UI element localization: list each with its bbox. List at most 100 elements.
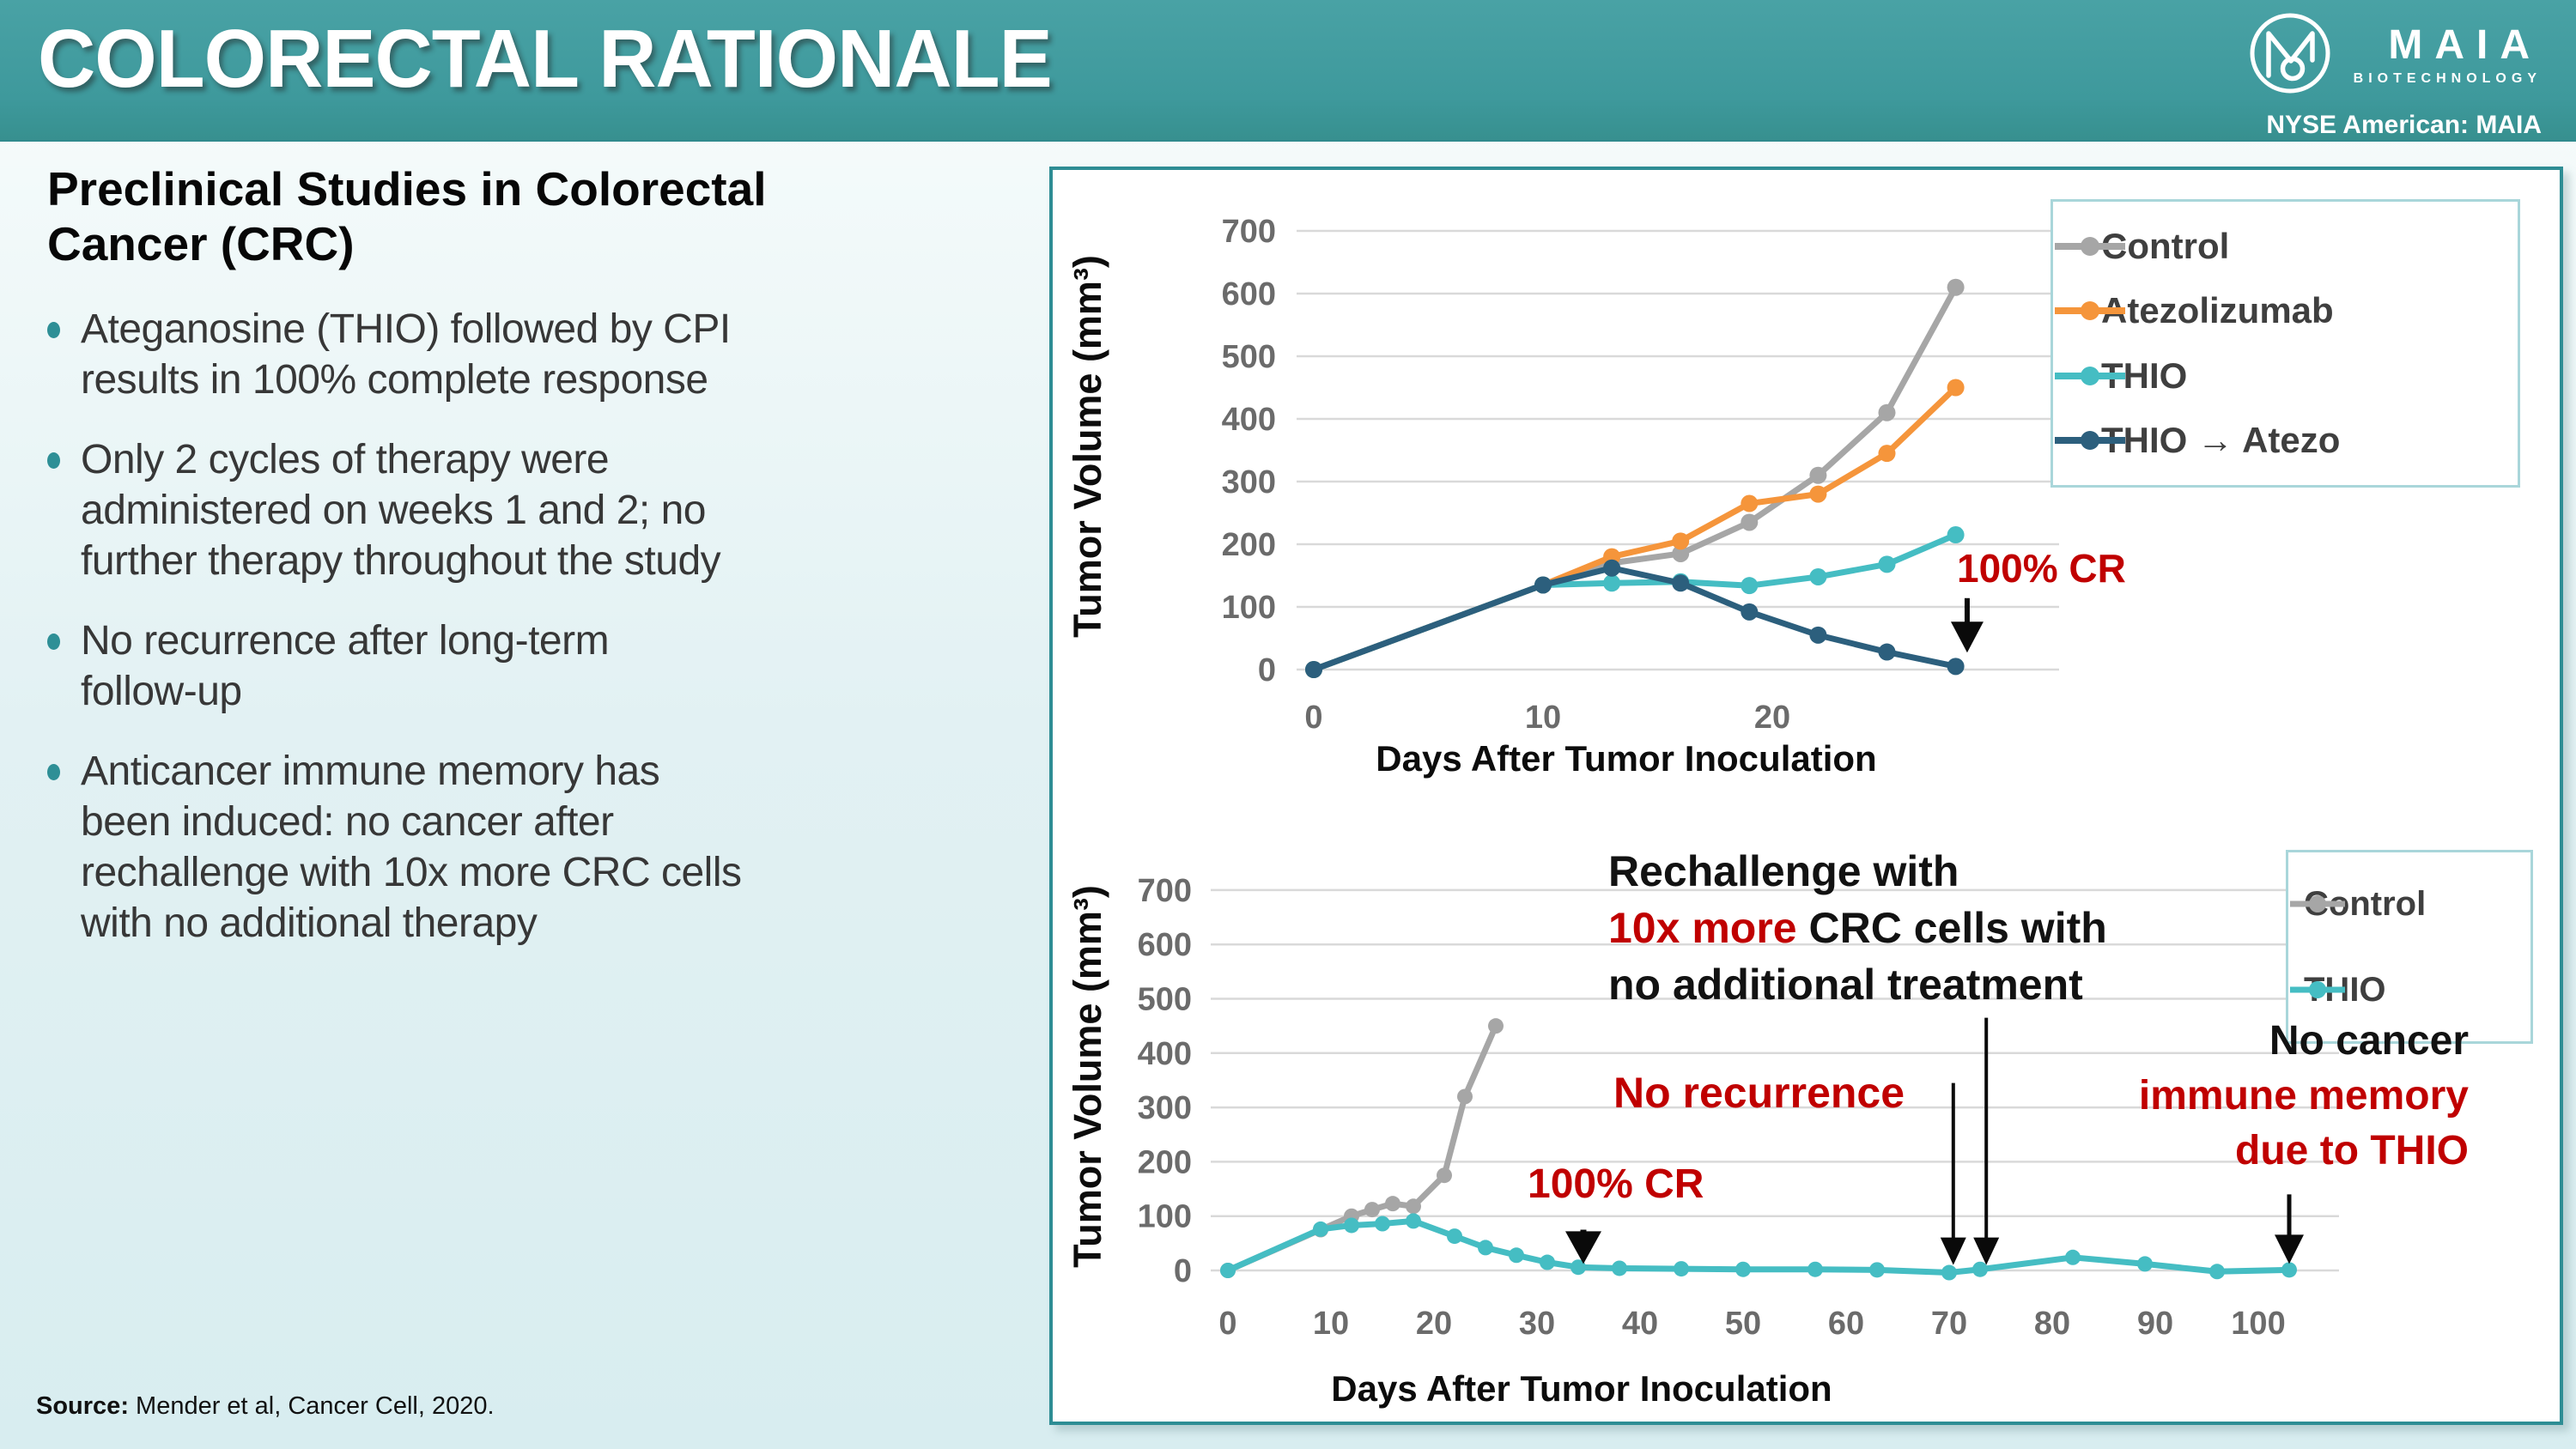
y-tick-label: 700 [1138,873,1192,909]
x-tick-label: 0 [1218,1306,1236,1342]
legend-label: THIO → Atezo [2101,420,2341,461]
data-point [1947,526,1965,544]
data-point [1603,559,1621,577]
data-point [1603,574,1621,592]
data-point [2209,1264,2225,1280]
x-tick-label: 70 [1931,1306,1967,1342]
annotation-segment: No cancer [2269,1018,2469,1064]
list-item: Only 2 cycles of therapy were administer… [47,434,1026,586]
y-axis-title: Tumor Volume (mm³) [1066,885,1109,1268]
annotation-text: No cancer immune memory due to THIO [2139,1014,2469,1179]
y-tick-label: 400 [1138,1036,1192,1072]
bullet-dot-icon [47,634,60,650]
y-tick-label: 600 [1222,276,1276,312]
y-axis-title: Tumor Volume (mm³) [1066,255,1109,638]
legend-item: Atezolizumab [2055,290,2518,331]
x-tick-label: 30 [1519,1306,1555,1342]
legend-label: Atezolizumab [2101,290,2334,331]
data-point [1406,1198,1421,1215]
chart-panel: 0 100 200 300 400 500 600 700 0 10 20 Days After Tu… [1049,167,2563,1425]
data-point [1437,1167,1452,1184]
x-tick-label: 10 [1313,1306,1349,1342]
x-tick-label: 20 [1416,1306,1452,1342]
x-tick-label: 10 [1525,700,1561,736]
x-tick-label: 20 [1754,700,1790,736]
y-tick-label: 700 [1222,214,1276,250]
bullet-dot-icon [47,452,60,469]
legend-marker-icon [2055,366,2125,385]
x-tick-label: 80 [2034,1306,2070,1342]
brand-name: MAIA [2388,21,2542,68]
bullet-text: Anticancer immune memory has been induce… [81,749,742,946]
data-point [1305,661,1322,678]
x-tick-label: 90 [2137,1306,2173,1342]
data-point [1344,1217,1359,1234]
data-point [1741,577,1759,595]
annotation-arrowhead [1565,1231,1601,1264]
maia-m-icon [2245,9,2335,102]
bullet-text: Ateganosine (THIO) followed by CPI resul… [81,306,731,403]
data-point [1313,1221,1328,1237]
x-tick-label: 50 [1725,1306,1761,1342]
data-point [1741,603,1759,621]
data-point [1809,466,1827,484]
data-point [1447,1228,1462,1245]
data-point [1735,1261,1751,1277]
annotation-text: Rechallenge with 10x more CRC cells with n… [1608,843,2107,1013]
legend-marker-icon [2055,236,2125,256]
data-point [1672,574,1690,592]
legend-item: THIO [2290,971,2530,1009]
y-tick-label: 300 [1138,1090,1192,1126]
legend-item: THIO [2055,355,2518,397]
data-point [1672,544,1690,562]
data-point [1809,485,1827,503]
data-point [1947,658,1965,676]
y-tick-label: 100 [1222,590,1276,626]
x-tick-label: 40 [1622,1306,1658,1342]
source-label: Source: [36,1392,129,1420]
annotation-segment: 10x more [1608,904,1809,952]
stock-ticker: NYSE American: MAIA [2266,111,2542,139]
series-line-THIO → Atezo [1310,565,1959,673]
data-point [2281,1262,2297,1278]
legend-marker-icon [2290,895,2345,912]
bottom-chart: 0 100 200 300 400 500 600 700 0 10 20 30 40 50 60 70 80 9… [1066,873,2339,1409]
top-chart-legend: Control Atezolizumab THIO THIO → Atezo [2050,199,2520,488]
x-tick-label: 100 [2231,1306,2285,1342]
source-text: Mender et al, Cancer Cell, 2020. [128,1392,495,1420]
annotation-arrowhead [1973,1237,2000,1265]
series-line-THIO [1310,531,1959,673]
annotation-text: 100% CR [1957,544,2126,592]
left-text-column: Preclinical Studies in Colorectal Cancer… [47,161,1026,978]
annotation-segment: immune memory [2138,1073,2469,1119]
legend-item: Control [2290,885,2530,924]
y-tick-label: 500 [1222,339,1276,375]
data-point [1878,643,1896,661]
data-point [1741,513,1759,531]
title-banner: COLORECTAL RATIONALE MAIA BIOTECHNOLOGY … [0,0,2576,142]
data-point [1947,379,1965,397]
data-point [2065,1249,2081,1265]
annotation-segment: 100% CR [1528,1161,1704,1207]
data-point [1869,1262,1885,1278]
legend-item: Control [2055,226,2518,267]
x-tick-label: 60 [1828,1306,1864,1342]
y-tick-label: 100 [1138,1199,1192,1235]
data-point [1540,1254,1555,1270]
x-tick-label: 0 [1304,700,1322,736]
annotation-segment: Rechallenge with [1608,847,1959,895]
data-point [1741,494,1759,512]
data-point [1878,555,1896,573]
bullet-list: Ateganosine (THIO) followed by CPI resul… [47,304,1026,949]
annotation-segment: no additional treatment [1608,961,2083,1009]
data-point [1674,1261,1689,1277]
data-point [1878,445,1896,463]
legend-marker-icon [2290,981,2345,998]
data-point [1478,1240,1493,1256]
legend-marker-icon [2055,301,2125,321]
data-point [1612,1260,1627,1276]
y-tick-label: 300 [1222,464,1276,500]
y-tick-label: 400 [1222,402,1276,438]
